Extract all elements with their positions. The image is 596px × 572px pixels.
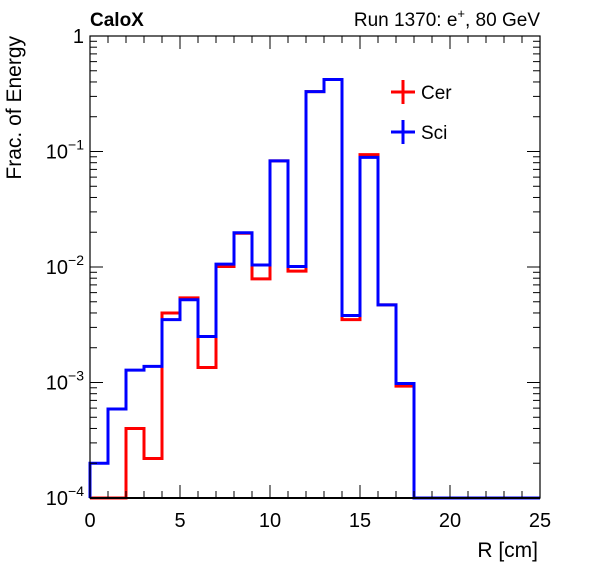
x-tick-label: 20	[439, 510, 461, 532]
x-tick-label: 5	[174, 510, 185, 532]
y-tick-label: 10−4	[46, 483, 84, 510]
chart-header-left: CaloX	[90, 10, 144, 31]
y-tick-label: 10−3	[46, 368, 84, 395]
y-tick-label: 1	[73, 26, 84, 48]
x-tick-label: 15	[349, 510, 371, 532]
series-cer-line	[90, 78, 540, 500]
x-tick-label: 0	[84, 510, 95, 532]
x-tick-label: 10	[259, 510, 281, 532]
y-axis-title: Frac. of Energy	[3, 36, 26, 180]
y-tick-label: 10−2	[46, 252, 84, 279]
legend-sci-label: Sci	[421, 123, 447, 144]
chart-header-right: Run 1370: e+, 80 GeV	[354, 6, 540, 31]
y-tick-label: 10−1	[46, 137, 84, 164]
series-sci-line	[88, 78, 540, 500]
x-axis-title: R [cm]	[477, 539, 538, 562]
plot-frame	[89, 35, 541, 499]
x-tick-label: 25	[529, 510, 551, 532]
legend-cer-label: Cer	[421, 83, 452, 104]
